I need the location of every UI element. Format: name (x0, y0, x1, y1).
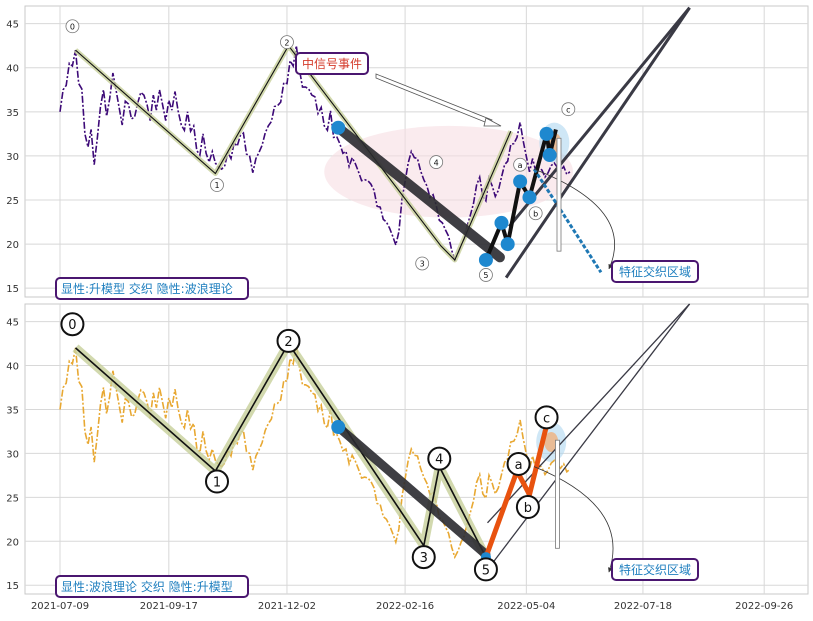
y-tick-label: 30 (6, 152, 19, 163)
wedge-upper-line (508, 6, 691, 228)
x-tick-label: 2022-05-04 (497, 601, 555, 612)
wave-label-text: c (543, 411, 550, 426)
event-region-ellipse (324, 125, 573, 218)
wave-label-text: b (533, 209, 538, 218)
pivot-node (331, 120, 346, 135)
wave-label-circle (427, 446, 452, 471)
wave-label-circle (276, 328, 301, 353)
x-tick-label: 2022-09-26 (735, 601, 793, 612)
wave-label-text: b (524, 501, 532, 516)
wave-label-circle (515, 495, 540, 519)
y-tick-label: 25 (6, 493, 19, 504)
wave-label-text: 2 (284, 335, 292, 350)
legend-box (55, 575, 249, 598)
price-series-line (59, 343, 571, 560)
y-tick-label: 40 (6, 64, 19, 75)
y-tick-label: 35 (6, 405, 19, 416)
wave-label-text: 5 (483, 271, 488, 280)
wave-label-text: 4 (434, 158, 439, 167)
wave-label-circle (479, 268, 493, 282)
intersection-core (544, 431, 559, 452)
pivot-node (539, 126, 554, 141)
intersection-label-box (611, 260, 699, 283)
intersection-label-text: 特征交织区域 (619, 562, 691, 577)
pivot-node (494, 215, 509, 230)
x-tick-label: 2022-07-18 (614, 601, 672, 612)
intersection-pointer (555, 439, 560, 549)
x-axis: 2021-07-09 2021-09-17 2021-12-02 2022-02-16… (31, 601, 793, 612)
wave-label-text: a (518, 161, 523, 170)
price-series-line (59, 45, 571, 263)
wave-label-circle (280, 35, 294, 50)
bold-trend-line (333, 122, 505, 263)
wave-label-text: 4 (435, 453, 443, 468)
x-tick-label: 2021-09-17 (140, 601, 198, 612)
annotation-text: 中信号事件 (302, 56, 362, 71)
wave-label-circle (429, 155, 444, 169)
y-tick-label: 20 (6, 537, 19, 548)
x-tick-label: 2021-07-09 (31, 601, 89, 612)
wave-label-text: 2 (284, 38, 289, 47)
wave-label-circle (506, 451, 531, 476)
y-tick-label: 20 (6, 240, 19, 251)
pivot-node (522, 190, 537, 205)
wave-label-text: 1 (214, 181, 219, 190)
x-tick-label: 2022-02-16 (376, 601, 434, 612)
y-tick-label: 30 (6, 449, 19, 460)
pivot-node (478, 252, 493, 267)
projection-line (532, 168, 603, 274)
curved-arrow (533, 466, 614, 573)
wave-label-text: 3 (420, 551, 428, 566)
wave-label-circle (561, 102, 576, 117)
wave-label-circle (473, 557, 498, 582)
intersection-label-box (611, 558, 699, 581)
intersection-label-text: 特征交织区域 (619, 264, 691, 279)
wave-label-circle (528, 206, 543, 221)
wave-label-circle (60, 312, 85, 337)
wave-label-circle (415, 256, 430, 271)
curved-arrow (533, 168, 615, 270)
plot-area (24, 303, 809, 595)
wave-label-circle (205, 469, 230, 494)
wave-label-text: c (566, 105, 570, 114)
y-tick-label: 15 (6, 284, 19, 295)
wave-label-text: a (515, 458, 523, 473)
wave-label-text: 0 (68, 318, 76, 333)
pivot-node (542, 148, 557, 163)
wave-label-text: 0 (70, 22, 75, 31)
bold-trend-line (333, 422, 491, 559)
annotation-box (295, 52, 369, 75)
annotation-arrow-head (483, 117, 502, 127)
legend-box (55, 277, 249, 300)
intersection-pointer (556, 137, 562, 252)
wave-label-circle (513, 157, 528, 172)
wave-label-text: 1 (213, 476, 221, 491)
wedge-lower-line (488, 303, 691, 569)
wave-label-circle (411, 545, 436, 570)
wave-label-text: 5 (482, 563, 490, 578)
wave-label-text: 3 (420, 260, 425, 269)
wave-label-circle (210, 178, 224, 192)
pivot-node (513, 174, 528, 189)
wedge-lower-line (504, 6, 691, 279)
wave-label-circle (65, 19, 80, 34)
x-tick-label: 2021-12-02 (258, 601, 316, 612)
wedge-upper-line (487, 303, 691, 524)
y-tick-label: 35 (6, 108, 19, 119)
y-tick-label: 25 (6, 196, 19, 207)
y-tick-label: 45 (6, 318, 19, 329)
y-tick-label: 15 (6, 581, 19, 592)
y-tick-label: 45 (6, 20, 19, 31)
legend-text: 显性:波浪理论 交织 隐性:升模型 (61, 579, 233, 594)
abc-orange-path (483, 424, 550, 558)
pivot-node (500, 237, 515, 252)
legend-text: 显性:升模型 交织 隐性:波浪理论 (61, 281, 233, 296)
pivot-node (331, 420, 346, 435)
wave-label-circle (534, 405, 559, 430)
y-tick-label: 40 (6, 362, 19, 373)
